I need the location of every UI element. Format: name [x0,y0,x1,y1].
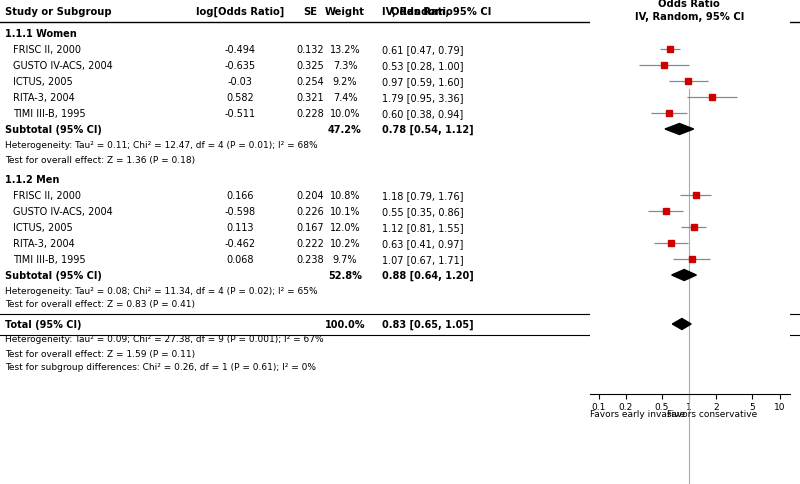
Text: Odds Ratio: Odds Ratio [658,0,720,9]
Text: 9.2%: 9.2% [333,77,358,87]
Text: -0.635: -0.635 [225,61,255,71]
Text: 1.18 [0.79, 1.76]: 1.18 [0.79, 1.76] [382,191,463,200]
Text: 0.97 [0.59, 1.60]: 0.97 [0.59, 1.60] [382,77,463,87]
Text: Favors early invasive: Favors early invasive [590,409,686,419]
Text: 13.2%: 13.2% [330,45,360,55]
Text: Heterogeneity: Tau² = 0.08; Chi² = 11.34, df = 4 (P = 0.02); I² = 65%: Heterogeneity: Tau² = 0.08; Chi² = 11.34… [5,286,318,295]
Text: 0.254: 0.254 [296,77,324,87]
Text: 1.1.1 Women: 1.1.1 Women [5,29,77,39]
Text: 0.068: 0.068 [226,255,254,264]
Text: -0.511: -0.511 [225,109,255,119]
Text: 0.55 [0.35, 0.86]: 0.55 [0.35, 0.86] [382,207,464,216]
Text: Favors conservative: Favors conservative [667,409,758,419]
Text: 0.238: 0.238 [296,255,324,264]
Text: -0.462: -0.462 [225,239,255,248]
Text: SE: SE [303,7,317,17]
Text: TIMI III-B, 1995: TIMI III-B, 1995 [13,109,86,119]
Text: 0.61 [0.47, 0.79]: 0.61 [0.47, 0.79] [382,45,463,55]
Text: Weight: Weight [325,7,365,17]
Text: 0.167: 0.167 [296,223,324,232]
Text: Odds Ratio: Odds Ratio [659,7,721,17]
Text: 12.0%: 12.0% [330,223,360,232]
Text: 0.222: 0.222 [296,239,324,248]
Text: TIMI III-B, 1995: TIMI III-B, 1995 [13,255,86,264]
Polygon shape [672,319,691,330]
Text: IV, Random, 95% CI: IV, Random, 95% CI [382,7,491,17]
Text: 0.582: 0.582 [226,93,254,103]
Text: RITA-3, 2004: RITA-3, 2004 [13,239,74,248]
Text: Subtotal (95% CI): Subtotal (95% CI) [5,125,102,135]
Text: 10.1%: 10.1% [330,207,360,216]
Text: 0.78 [0.54, 1.12]: 0.78 [0.54, 1.12] [382,124,474,135]
Text: 52.8%: 52.8% [328,271,362,280]
Text: ICTUS, 2005: ICTUS, 2005 [13,77,73,87]
Text: 0.63 [0.41, 0.97]: 0.63 [0.41, 0.97] [382,239,463,248]
Text: Heterogeneity: Tau² = 0.11; Chi² = 12.47, df = 4 (P = 0.01); I² = 68%: Heterogeneity: Tau² = 0.11; Chi² = 12.47… [5,141,318,150]
Text: 10.8%: 10.8% [330,191,360,200]
Text: -0.494: -0.494 [225,45,255,55]
Text: Test for subgroup differences: Chi² = 0.26, df = 1 (P = 0.61); I² = 0%: Test for subgroup differences: Chi² = 0.… [5,363,316,372]
Text: Subtotal (95% CI): Subtotal (95% CI) [5,271,102,280]
Text: log[Odds Ratio]: log[Odds Ratio] [196,7,284,17]
Text: Odds Ratio: Odds Ratio [391,7,453,17]
Text: Test for overall effect: Z = 1.59 (P = 0.11): Test for overall effect: Z = 1.59 (P = 0… [5,349,195,358]
Text: -0.03: -0.03 [227,77,253,87]
Text: 0.53 [0.28, 1.00]: 0.53 [0.28, 1.00] [382,61,463,71]
Text: 0.226: 0.226 [296,207,324,216]
Text: Test for overall effect: Z = 1.36 (P = 0.18): Test for overall effect: Z = 1.36 (P = 0… [5,155,195,164]
Text: 1.07 [0.67, 1.71]: 1.07 [0.67, 1.71] [382,255,464,264]
Text: RITA-3, 2004: RITA-3, 2004 [13,93,74,103]
Text: GUSTO IV-ACS, 2004: GUSTO IV-ACS, 2004 [13,207,113,216]
Text: GUSTO IV-ACS, 2004: GUSTO IV-ACS, 2004 [13,61,113,71]
Text: 0.132: 0.132 [296,45,324,55]
Text: 1.1.2 Men: 1.1.2 Men [5,175,59,184]
Text: 0.204: 0.204 [296,191,324,200]
Text: 7.3%: 7.3% [333,61,358,71]
Text: 0.88 [0.64, 1.20]: 0.88 [0.64, 1.20] [382,270,474,281]
Text: 7.4%: 7.4% [333,93,358,103]
Text: 0.113: 0.113 [226,223,254,232]
Text: 0.325: 0.325 [296,61,324,71]
Text: IV, Random, 95% CI: IV, Random, 95% CI [634,12,744,22]
Text: 0.60 [0.38, 0.94]: 0.60 [0.38, 0.94] [382,109,463,119]
Text: Test for overall effect: Z = 0.83 (P = 0.41): Test for overall effect: Z = 0.83 (P = 0… [5,300,195,309]
Text: FRISC II, 2000: FRISC II, 2000 [13,191,81,200]
Text: 1.79 [0.95, 3.36]: 1.79 [0.95, 3.36] [382,93,463,103]
Text: 0.228: 0.228 [296,109,324,119]
Text: IV, Random, 95% CI: IV, Random, 95% CI [635,7,745,17]
Text: Heterogeneity: Tau² = 0.09; Chi² = 27.38, df = 9 (P = 0.001); I² = 67%: Heterogeneity: Tau² = 0.09; Chi² = 27.38… [5,335,324,344]
Text: Study or Subgroup: Study or Subgroup [5,7,112,17]
Polygon shape [672,270,696,281]
Text: 1.12 [0.81, 1.55]: 1.12 [0.81, 1.55] [382,223,464,232]
Text: ICTUS, 2005: ICTUS, 2005 [13,223,73,232]
Text: 9.7%: 9.7% [333,255,358,264]
Text: Total (95% CI): Total (95% CI) [5,319,82,329]
Text: -0.598: -0.598 [225,207,255,216]
Text: 10.0%: 10.0% [330,109,360,119]
Text: 47.2%: 47.2% [328,125,362,135]
Polygon shape [665,124,694,135]
Text: 10.2%: 10.2% [330,239,360,248]
Text: 0.166: 0.166 [226,191,254,200]
Text: 0.321: 0.321 [296,93,324,103]
Text: 0.83 [0.65, 1.05]: 0.83 [0.65, 1.05] [382,319,474,330]
Text: FRISC II, 2000: FRISC II, 2000 [13,45,81,55]
Text: 100.0%: 100.0% [325,319,366,329]
